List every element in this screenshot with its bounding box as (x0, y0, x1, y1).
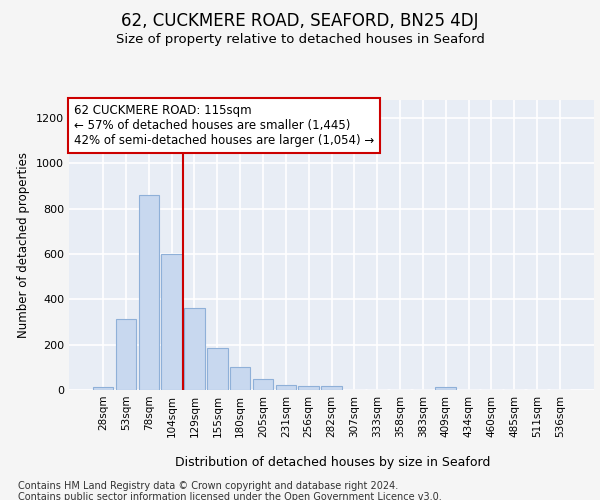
Bar (230, 368, 250, 390)
Text: Contains HM Land Registry data © Crown copyright and database right 2024.: Contains HM Land Registry data © Crown c… (18, 481, 398, 491)
Y-axis label: Number of detached properties: Number of detached properties (17, 152, 31, 338)
Text: Contains public sector information licensed under the Open Government Licence v3: Contains public sector information licen… (18, 492, 442, 500)
Bar (161, 254, 182, 390)
Bar (184, 308, 205, 390)
Text: 62, CUCKMERE ROAD, SEAFORD, BN25 4DJ: 62, CUCKMERE ROAD, SEAFORD, BN25 4DJ (121, 12, 479, 30)
Text: Distribution of detached houses by size in Seaford: Distribution of detached houses by size … (175, 456, 491, 469)
Bar (321, 386, 342, 390)
Bar (116, 318, 136, 390)
Text: Size of property relative to detached houses in Seaford: Size of property relative to detached ho… (116, 32, 484, 46)
Bar (139, 195, 159, 390)
Bar (253, 379, 273, 390)
Bar (436, 388, 456, 390)
Bar (298, 386, 319, 390)
Bar (93, 386, 113, 390)
Text: 62 CUCKMERE ROAD: 115sqm
← 57% of detached houses are smaller (1,445)
42% of sem: 62 CUCKMERE ROAD: 115sqm ← 57% of detach… (74, 104, 374, 148)
Bar (207, 348, 227, 390)
Bar (275, 385, 296, 390)
